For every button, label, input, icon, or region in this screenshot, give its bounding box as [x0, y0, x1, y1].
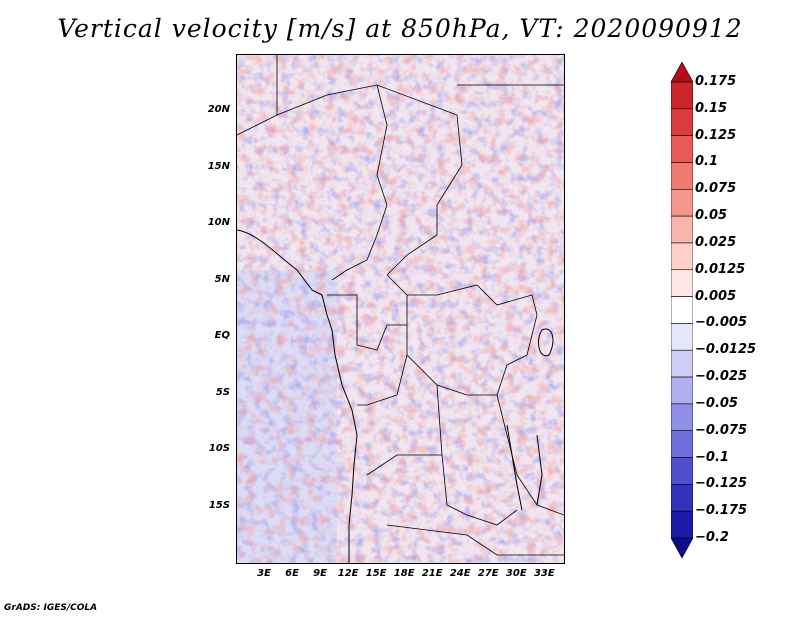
colorbar-level-label: −0.125 [695, 476, 748, 492]
footer-credit: GrADS: IGES/COLA [4, 603, 98, 613]
colorbar-segment [671, 537, 693, 558]
colorbar-segment [671, 108, 693, 136]
lat-tick-label: 15S [208, 499, 230, 511]
colorbar-segment [671, 242, 693, 271]
colorbar-level-label: −0.075 [695, 422, 748, 438]
colorbar-segment [671, 62, 693, 83]
colorbar-segment [671, 296, 693, 324]
lat-tick-label: EQ [214, 330, 230, 342]
colorbar-level-label: 0.125 [695, 127, 737, 143]
colorbar-level-label: 0.005 [695, 288, 737, 304]
colorbar-level-label: −0.025 [695, 369, 748, 385]
colorbar-level-label: −0.05 [695, 395, 738, 411]
colorbar-level-label: 0.0125 [695, 261, 746, 277]
colorbar-segment [671, 349, 693, 378]
coastline [237, 229, 358, 563]
colorbar-level-label: 0.15 [695, 100, 728, 116]
lat-tick-label: 5S [215, 386, 230, 398]
colorbar-level-label: 0.175 [695, 74, 737, 89]
colorbar-segment [671, 323, 693, 351]
colorbar-level-label: −0.2 [695, 530, 729, 545]
colorbar [671, 62, 693, 558]
colorbar-segment [671, 403, 693, 432]
lon-tick-label: 33E [533, 568, 555, 579]
lon-tick-label: 30E [505, 568, 527, 579]
country-borders [237, 55, 564, 556]
colorbar-segment [671, 269, 693, 297]
colorbar-level-label: −0.0125 [695, 342, 757, 358]
colorbar-segment [671, 484, 693, 512]
colorbar-level-label: 0.025 [695, 234, 737, 250]
lon-tick-label: 27E [477, 568, 499, 579]
colorbar-segment [671, 188, 693, 217]
lon-tick-label: 9E [313, 568, 327, 579]
lon-tick-label: 18E [393, 568, 415, 579]
lon-tick-label: 3E [257, 568, 271, 579]
lat-tick-label: 10N [207, 217, 230, 229]
red-noise-layer [237, 55, 564, 563]
map-panel [236, 54, 565, 564]
colorbar-level-label: −0.1 [695, 449, 729, 465]
colorbar-level-label: −0.175 [695, 503, 748, 519]
lon-tick-label: 12E [337, 568, 359, 579]
lat-tick-label: 20N [207, 104, 230, 116]
colorbar-level-label: 0.1 [695, 154, 719, 170]
lon-tick-label: 15E [365, 568, 387, 579]
vertical-velocity-field [237, 55, 564, 563]
lon-tick-label: 24E [449, 568, 471, 579]
lat-tick-label: 15N [207, 160, 230, 172]
colorbar-segment [671, 430, 693, 458]
lon-tick-label: 6E [285, 568, 299, 579]
colorbar-level-label: 0.075 [695, 181, 737, 197]
colorbar-segment [671, 135, 693, 163]
lat-tick-label: 5N [214, 273, 230, 285]
lake-outlines [506, 328, 554, 511]
lat-tick-label: 10S [208, 443, 230, 455]
colorbar-segment [671, 215, 693, 244]
colorbar-segment [671, 81, 693, 110]
lon-tick-label: 21E [421, 568, 443, 579]
colorbar-level-label: 0.05 [695, 208, 728, 224]
colorbar-level-label: −0.005 [695, 315, 748, 331]
colorbar-segment [671, 162, 693, 190]
colorbar-segment [671, 376, 693, 405]
colorbar-segment [671, 457, 693, 485]
chart-title: Vertical velocity [m/s] at 850hPa, VT: 2… [57, 14, 743, 43]
colorbar-segment [671, 510, 693, 539]
